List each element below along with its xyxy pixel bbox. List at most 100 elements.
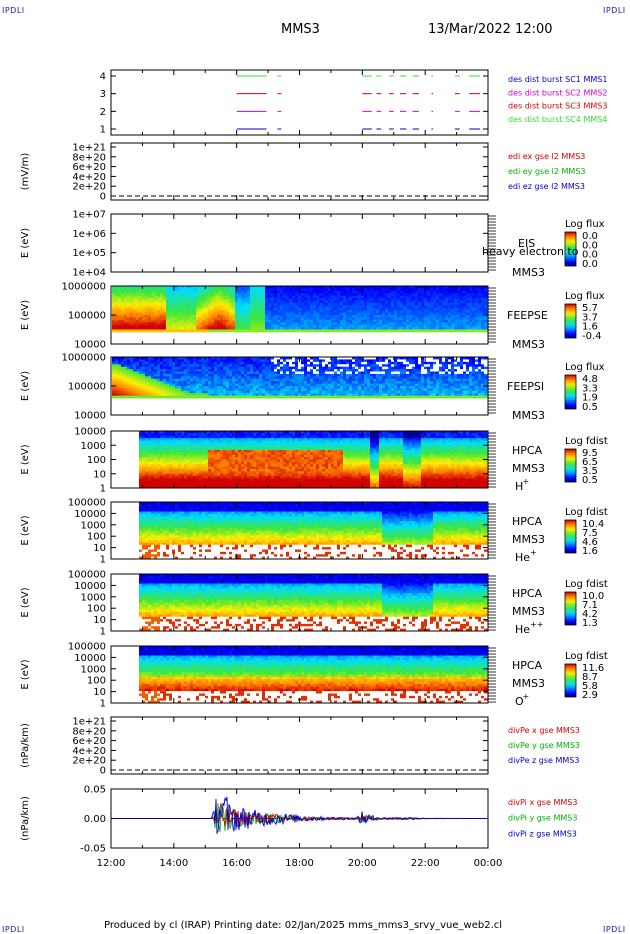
- heatmap-cell: [283, 373, 287, 377]
- heatmap-cell: [253, 378, 257, 382]
- heatmap-cell: [181, 366, 185, 370]
- heatmap-cell: [166, 378, 170, 382]
- heatmap-cell: [253, 364, 257, 368]
- heatmap-cell: [256, 371, 260, 375]
- heatmap-cell: [448, 305, 452, 309]
- heatmap-cell: [163, 383, 167, 387]
- heatmap-cell: [283, 378, 287, 382]
- heatmap-cell: [412, 378, 416, 382]
- heatmap-cell: [256, 366, 260, 370]
- heatmap-cell: [196, 290, 200, 294]
- y-tick-label: 1e+05: [72, 248, 106, 259]
- heatmap-cell: [250, 300, 254, 304]
- heatmap-cell: [208, 388, 212, 392]
- heatmap-cell: [481, 390, 485, 394]
- heatmap-cell: [220, 329, 224, 333]
- heatmap-cell: [253, 383, 257, 387]
- heatmap-cell: [232, 376, 236, 380]
- y-tick-label: 8e+20: [72, 152, 106, 163]
- heatmap-cell: [460, 329, 464, 333]
- heatmap-cell: [400, 357, 404, 360]
- heatmap-cell: [163, 361, 167, 365]
- heatmap-cell: [196, 305, 200, 309]
- heatmap-cell: [388, 302, 392, 306]
- heatmap-cell: [178, 293, 182, 297]
- heatmap-cell: [190, 378, 194, 382]
- heatmap-cell: [124, 317, 128, 321]
- heatmap-cell: [307, 307, 311, 311]
- heatmap-cell: [286, 369, 290, 372]
- heatmap-cell: [430, 317, 434, 321]
- heatmap-cell: [361, 290, 365, 294]
- heatmap-cell: [355, 310, 359, 313]
- heatmap-cell: [379, 369, 383, 372]
- heatmap-cell: [277, 376, 281, 380]
- heatmap-cell: [397, 315, 401, 318]
- heatmap-cell: [142, 433, 146, 437]
- heatmap-cell: [427, 359, 431, 363]
- heatmap-cell: [286, 386, 290, 389]
- heatmap-cell: [235, 300, 239, 304]
- heatmap-cell: [241, 322, 245, 326]
- heatmap-cell: [190, 286, 194, 289]
- heatmap-cell: [334, 286, 338, 289]
- heatmap-cell: [376, 293, 380, 297]
- heatmap-cell: [349, 381, 353, 384]
- heatmap-cell: [331, 386, 335, 389]
- heatmap-cell: [286, 295, 290, 299]
- heatmap-cell: [289, 312, 293, 316]
- heatmap-cell: [346, 327, 350, 330]
- heatmap-cell: [199, 290, 203, 294]
- heatmap-cell: [346, 359, 350, 363]
- heatmap-cell: [115, 300, 119, 304]
- heatmap-cell: [433, 293, 437, 297]
- heatmap-cell: [256, 386, 260, 389]
- heatmap-cell: [190, 381, 194, 384]
- heatmap-cell: [385, 286, 389, 289]
- heatmap-cell: [451, 361, 455, 365]
- heatmap-cell: [373, 288, 377, 292]
- heatmap-cell: [343, 364, 347, 368]
- heatmap-cell: [316, 359, 320, 363]
- colorbar-gradient: [564, 374, 577, 410]
- heatmap-cell: [469, 373, 473, 377]
- heatmap-cell: [352, 359, 356, 363]
- heatmap-cell: [145, 471, 149, 475]
- heatmap-cell: [115, 293, 119, 297]
- heatmap-cell: [184, 290, 188, 294]
- heatmap-cell: [289, 305, 293, 309]
- heatmap-cell: [391, 373, 395, 377]
- heatmap-cell: [418, 357, 422, 360]
- heatmap-cell: [289, 319, 293, 323]
- heatmap-cell: [475, 290, 479, 294]
- heatmap-cell: [292, 369, 296, 372]
- heatmap-cell: [445, 293, 449, 297]
- heatmap-cell: [379, 371, 383, 375]
- heatmap-cell: [307, 373, 311, 377]
- heatmap-cell: [481, 315, 485, 318]
- heatmap-cell: [235, 317, 239, 321]
- heatmap-cell: [454, 305, 458, 309]
- heatmap-cell: [121, 322, 125, 326]
- heatmap-cell: [313, 371, 317, 375]
- heatmap-cell: [127, 383, 131, 387]
- heatmap-cell: [232, 327, 236, 330]
- heatmap-cell: [304, 366, 308, 370]
- heatmap-cell: [130, 305, 134, 309]
- heatmap-cell: [412, 329, 416, 333]
- panel-border: [110, 213, 489, 273]
- heatmap-cell: [475, 305, 479, 309]
- heatmap-cell: [118, 364, 122, 368]
- heatmap-cell: [448, 390, 452, 394]
- heatmap-cell: [160, 393, 164, 397]
- heatmap-cell: [160, 324, 164, 328]
- heatmap-cell: [205, 376, 209, 380]
- heatmap-cell: [139, 386, 143, 389]
- heatmap-cell: [439, 295, 443, 299]
- heatmap-cell: [262, 373, 266, 377]
- heatmap-cell: [124, 319, 128, 323]
- heatmap-cell: [193, 386, 197, 389]
- heatmap-cell: [157, 324, 161, 328]
